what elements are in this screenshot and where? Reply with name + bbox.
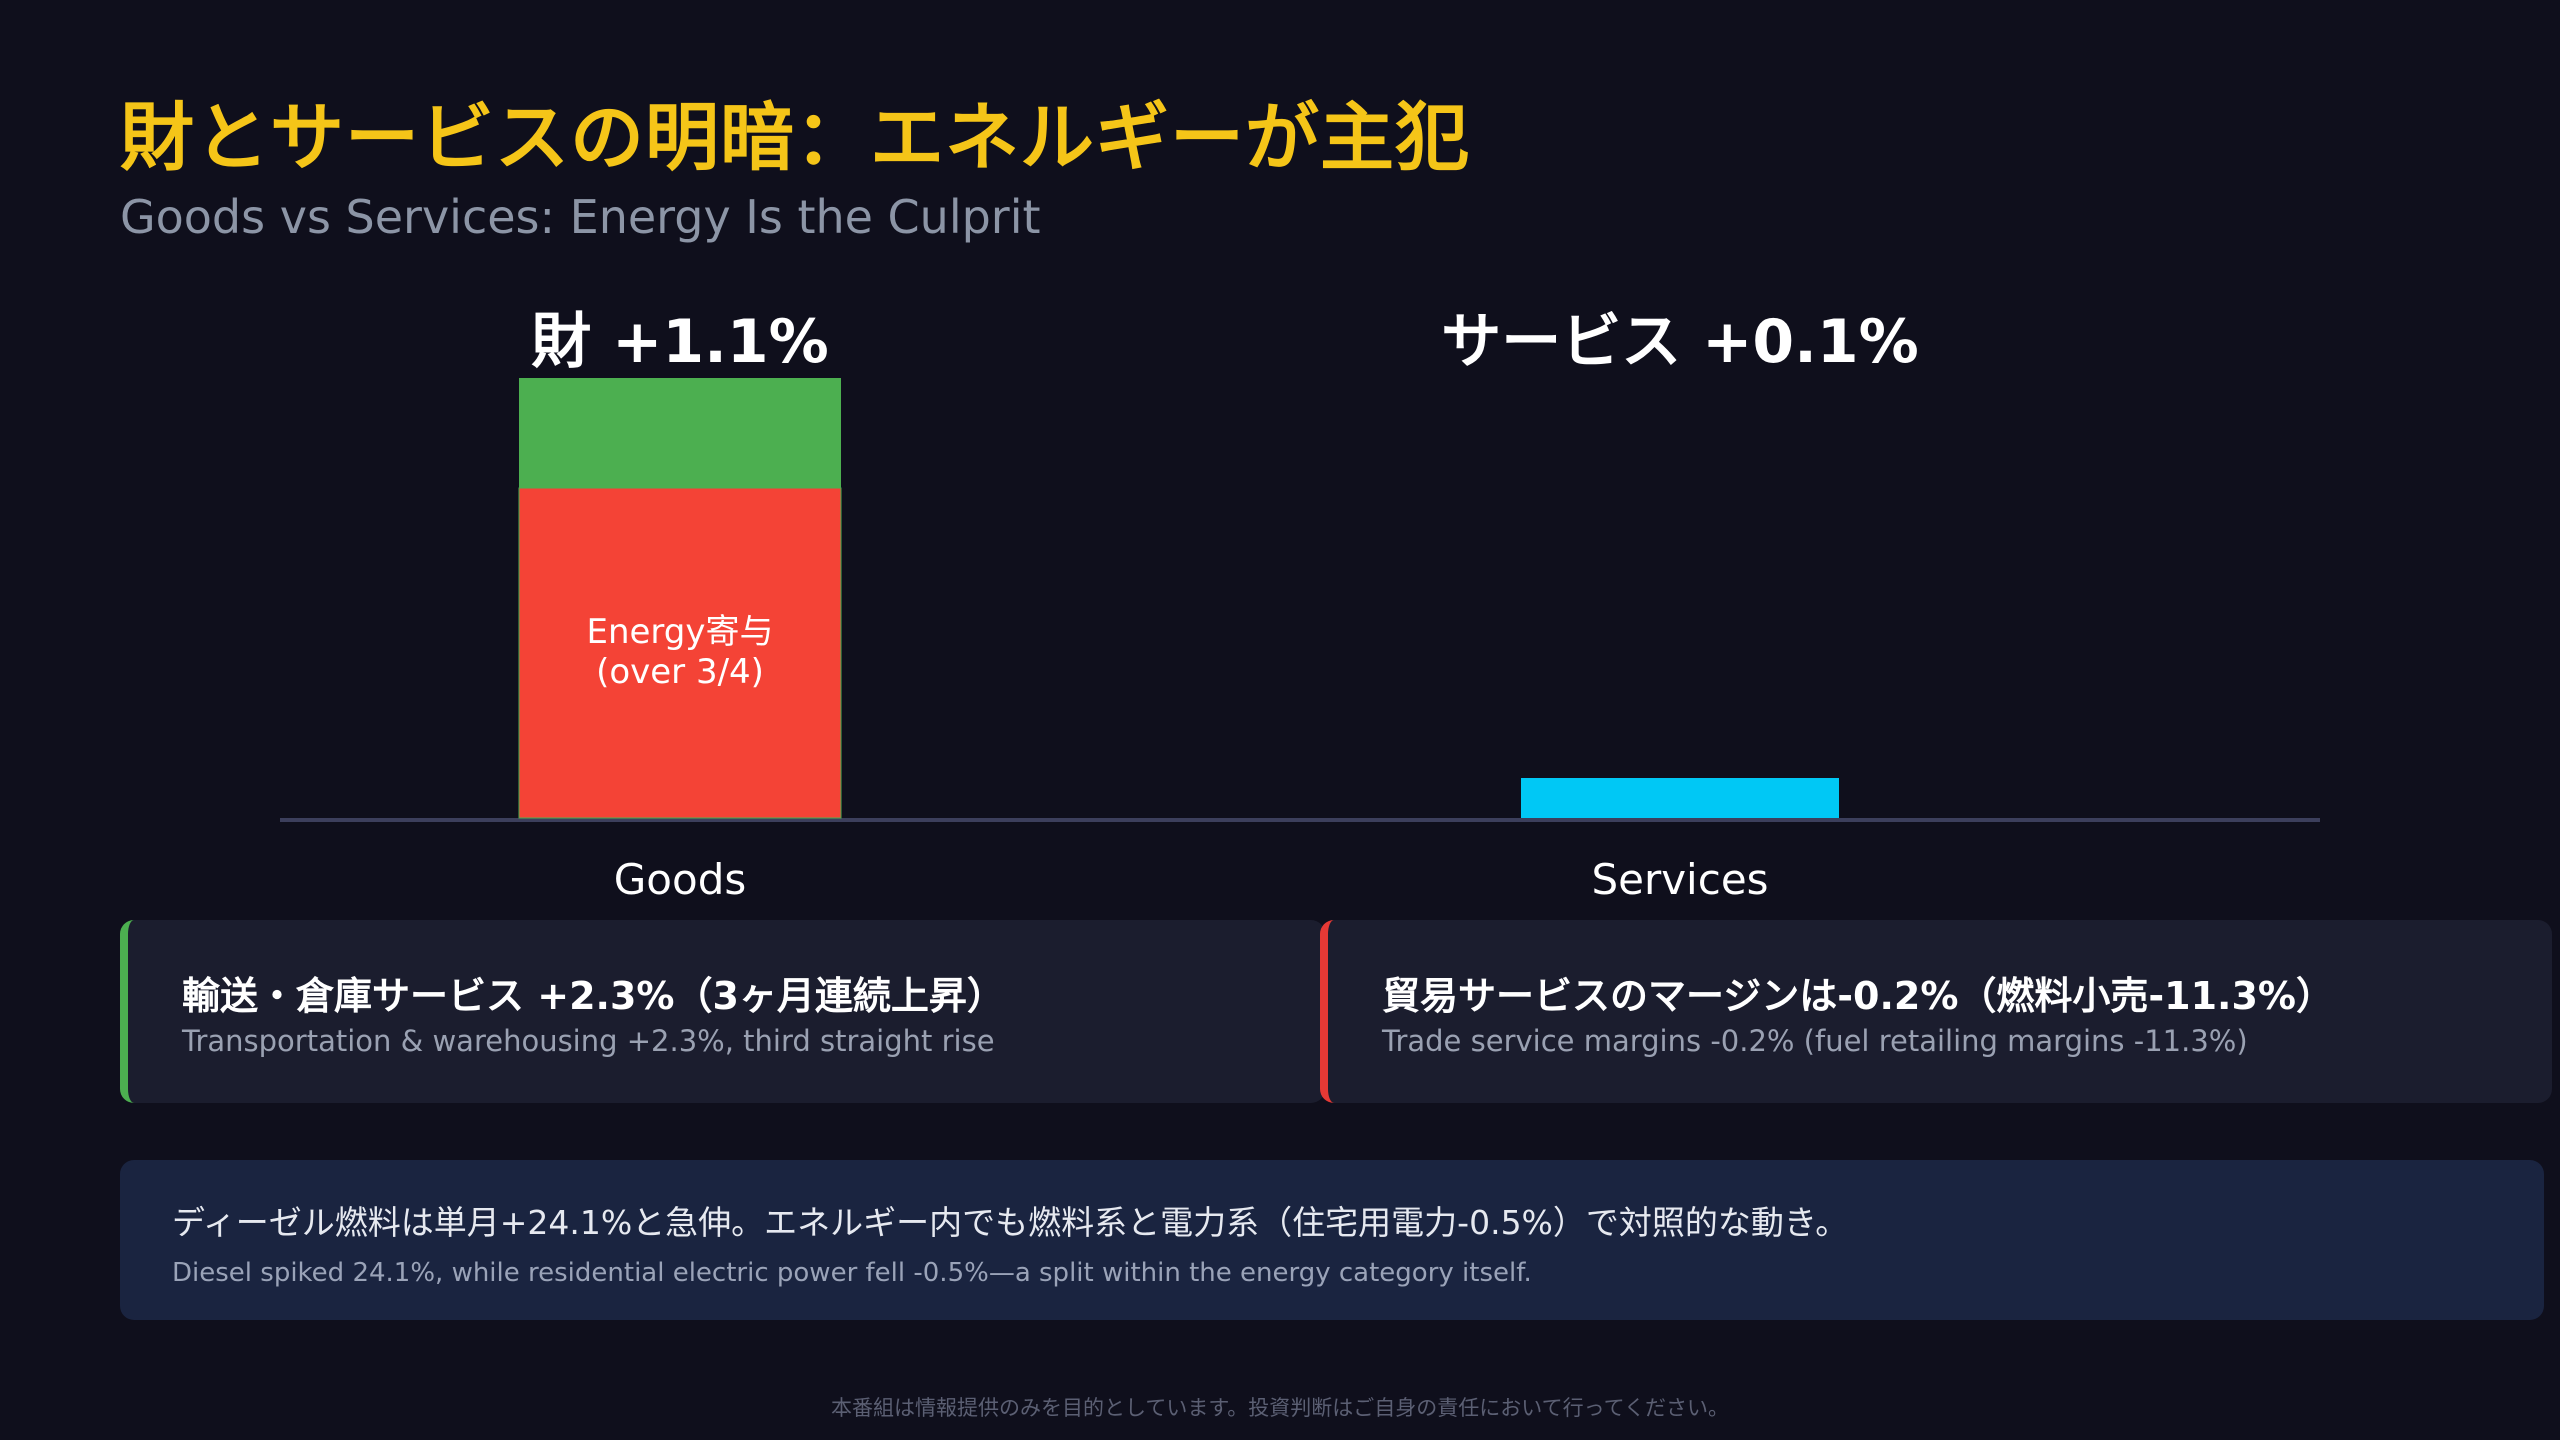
trade-margin-card: 貿易サービスのマージンは-0.2%（燃料小売-11.3%） Trade serv…: [1320, 920, 2552, 1103]
energy-contribution-label: Energy寄与: [586, 612, 773, 652]
services-value-label: サービス +0.1%: [1441, 307, 1919, 377]
category-label-goods: Goods: [614, 855, 746, 900]
bar-chart: Energy寄与(over 3/4) 財 +1.1% サービス +0.1% Goods…: [280, 307, 2320, 900]
bar-goods-energy: [518, 487, 842, 819]
goods-value-label: 財 +1.1%: [531, 307, 829, 377]
diesel-note: ディーゼル燃料は単月+24.1%と急伸。エネルギー内でも燃料系と電力系（住宅用電…: [120, 1160, 2544, 1320]
diesel-note-sub: Diesel spiked 24.1%, while residential e…: [172, 1258, 1532, 1288]
trade-margin-card-subtitle: Trade service margins -0.2% (fuel retail…: [1382, 1024, 2248, 1058]
disclaimer: 本番組は情報提供のみを目的としています。投資判断はご自身の責任において行ってくだ…: [831, 1396, 1729, 1420]
page-subtitle: Goods vs Services: Energy Is the Culprit: [120, 190, 1041, 244]
transport-card: 輸送・倉庫サービス +2.3%（3ヶ月連続上昇） Transportation …: [120, 920, 1325, 1103]
transport-card-title: 輸送・倉庫サービス +2.3%（3ヶ月連続上昇）: [182, 974, 1005, 1018]
diesel-note-main: ディーゼル燃料は単月+24.1%と急伸。エネルギー内でも燃料系と電力系（住宅用電…: [172, 1203, 1849, 1242]
bar-services: [1521, 778, 1839, 818]
bar-goods-other: [519, 378, 841, 488]
transport-card-subtitle: Transportation & warehousing +2.3%, thir…: [182, 1024, 995, 1058]
trade-margin-card-title: 貿易サービスのマージンは-0.2%（燃料小売-11.3%）: [1382, 974, 2335, 1018]
energy-contribution-sublabel: (over 3/4): [596, 652, 764, 692]
category-label-services: Services: [1591, 855, 1768, 900]
page-title: 財とサービスの明暗：エネルギーが主犯: [120, 95, 1470, 181]
